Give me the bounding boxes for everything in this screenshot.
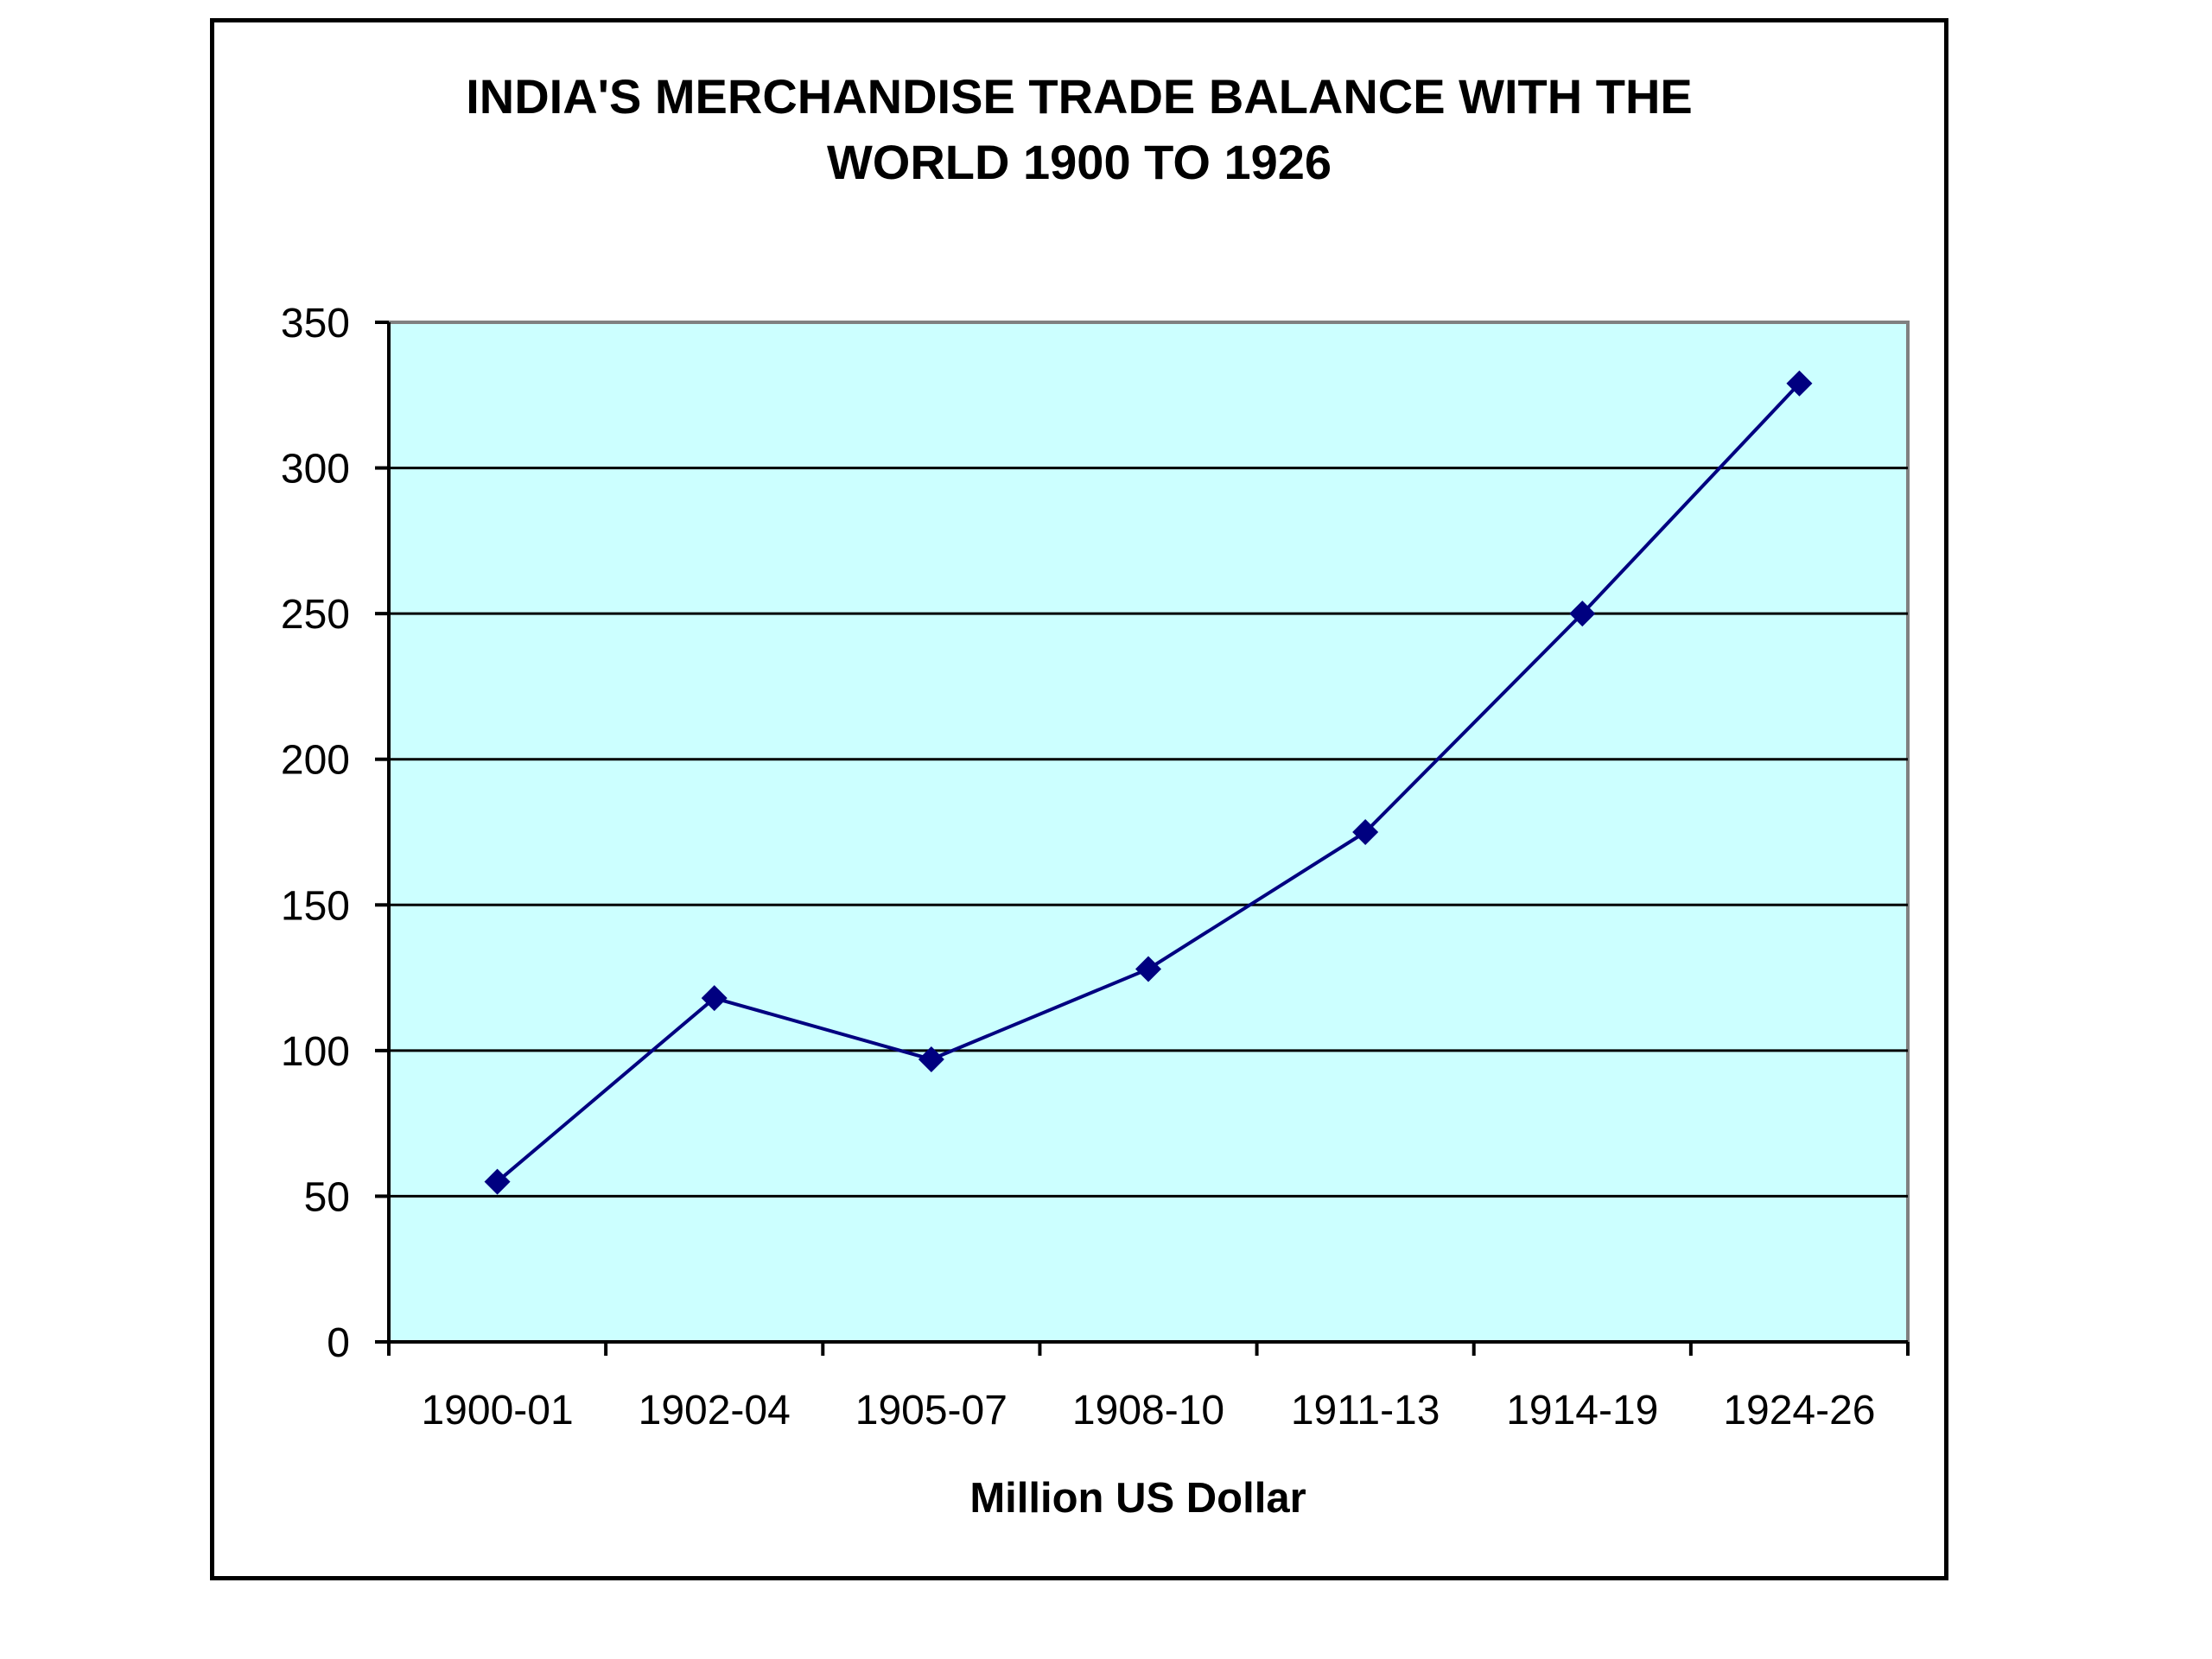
axes — [387, 322, 1908, 1344]
y-tick-label: 100 — [281, 1029, 350, 1075]
x-tick-label: 1905-07 — [855, 1388, 1007, 1433]
x-tick-label: 1911-13 — [1291, 1388, 1440, 1433]
y-axis-ticks: 0 50 100 150 200 250 300 350 — [281, 301, 389, 1366]
gridlines — [389, 467, 1908, 1198]
x-axis-title: Million US Dollar — [969, 1475, 1306, 1522]
y-tick-label: 250 — [281, 592, 350, 638]
data-point-marker — [1569, 601, 1596, 627]
x-tick-label: 1908-10 — [1072, 1388, 1224, 1433]
data-point-marker — [484, 1168, 511, 1195]
chart-title-line-1: INDIA'S MERCHANDISE TRADE BALANCE WITH T… — [466, 69, 1693, 124]
data-point-marker — [1135, 956, 1161, 982]
x-axis-ticks: 1900-01 1902-04 1905-07 1908-10 1911-13 1914-… — [387, 1342, 1910, 1433]
chart-title-line-2: WORLD 1900 TO 1926 — [826, 135, 1332, 189]
y-tick-label: 300 — [281, 447, 350, 493]
data-point-marker — [918, 1046, 944, 1072]
y-tick-label: 200 — [281, 738, 350, 784]
data-point-marker — [1352, 819, 1379, 845]
x-tick-label: 1902-04 — [639, 1388, 791, 1433]
series-group — [484, 370, 1813, 1195]
plot-area — [387, 321, 1910, 1344]
y-tick-label: 50 — [304, 1174, 350, 1220]
y-tick-label: 350 — [281, 301, 350, 346]
chart-title: INDIA'S MERCHANDISE TRADE BALANCE WITH T… — [210, 64, 1948, 195]
y-tick-label: 150 — [281, 883, 350, 929]
data-point-marker — [1786, 370, 1813, 397]
x-tick-label: 1914-19 — [1506, 1388, 1658, 1433]
data-point-marker — [701, 985, 728, 1012]
x-tick-label: 1924-26 — [1723, 1388, 1875, 1433]
x-tick-label: 1900-01 — [421, 1388, 573, 1433]
y-tick-label: 0 — [327, 1320, 350, 1366]
